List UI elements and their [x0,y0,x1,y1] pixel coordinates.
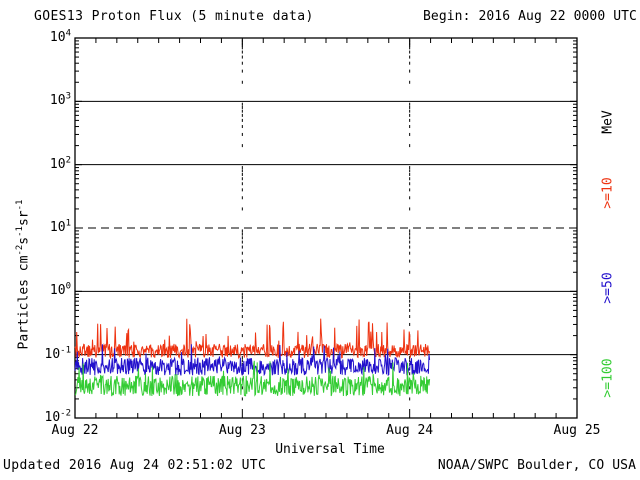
y-tick-label: 101 [49,218,71,235]
source-credit: NOAA/SWPC Boulder, CO USA [437,458,636,473]
chart-title: GOES13 Proton Flux (5 minute data) [34,9,314,24]
legend-ge10-mev: >=10 [600,177,616,209]
series-line-10 [74,318,431,360]
series-line-100 [74,360,431,397]
updated-timestamp: Updated 2016 Aug 24 02:51:02 UTC [3,458,267,473]
x-tick-label: Aug 25 [553,423,601,438]
y-tick-label: 102 [49,155,71,172]
begin-timestamp: Begin: 2016 Aug 22 0000 UTC [422,9,637,24]
x-axis-label: Universal Time [275,442,385,457]
y-tick-label: 103 [49,92,71,109]
y-axis-label: Particles cm-2s-1sr-1 [15,199,32,350]
x-tick-label: Aug 22 [51,423,99,438]
y-tick-label: 104 [49,28,71,45]
x-tick-label: Aug 23 [218,423,266,438]
plot-frame [74,37,578,419]
y-tick-label: 100 [49,282,71,299]
y-tick-label: 10-2 [44,408,72,425]
series-line-50 [74,344,431,377]
legend-ge50-mev: >=50 [600,272,616,304]
unit-label-mev: MeV [600,110,616,134]
x-tick-label: Aug 24 [386,423,434,438]
legend-ge100-mev: >=100 [600,358,616,398]
y-tick-label: 10-1 [44,345,72,362]
